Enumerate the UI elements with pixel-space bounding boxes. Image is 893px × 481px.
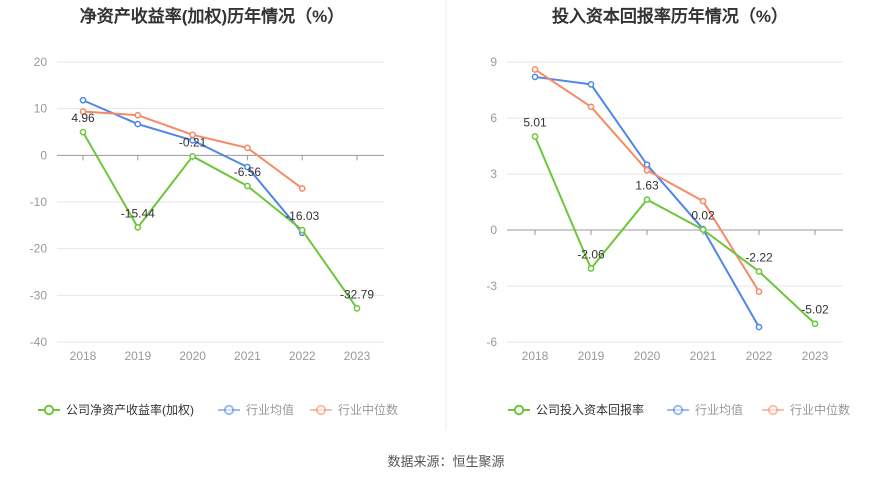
y-tick-label: 3 <box>490 167 497 181</box>
legend-item-industry-avg[interactable]: 行业均值 <box>667 402 743 417</box>
company-data-label: -5.02 <box>801 303 829 317</box>
legend-item-industry-median[interactable]: 行业中位数 <box>762 402 850 417</box>
industry-median-point <box>531 66 539 73</box>
industry-median-point <box>587 103 595 111</box>
y-tick-label: 9 <box>490 55 497 69</box>
industry-median-point <box>643 166 651 174</box>
x-tick-label: 2020 <box>179 349 206 363</box>
x-tick-label: 2018 <box>522 349 549 363</box>
x-tick-label: 2023 <box>802 349 829 363</box>
industry-avg-point <box>587 81 595 88</box>
company-point <box>699 226 707 233</box>
chart-title: 净资产收益率(加权)历年情况（%） <box>80 6 344 26</box>
y-tick-label: -10 <box>30 195 48 209</box>
company-data-label: 4.96 <box>71 111 95 125</box>
legend-swatch-marker <box>767 404 779 416</box>
x-tick-label: 2021 <box>690 349 717 363</box>
x-tick-label: 2022 <box>289 349 316 363</box>
company-line <box>82 131 358 309</box>
company-point <box>244 182 251 190</box>
industry-median-point <box>244 144 251 152</box>
company-point <box>643 196 651 203</box>
chart-title: 投入资本回报率历年情况（%） <box>552 6 788 26</box>
company-point <box>79 128 87 136</box>
x-tick-label: 2020 <box>634 349 661 363</box>
legend-label: 行业中位数 <box>338 402 398 417</box>
industry-avg-point <box>244 163 251 171</box>
legend-label: 行业均值 <box>695 402 743 417</box>
legend-item-company[interactable]: 公司净资产收益率(加权) <box>38 402 194 417</box>
source-note: 数据来源：恒生聚源 <box>387 454 504 469</box>
y-tick-label: 10 <box>34 102 48 116</box>
x-tick-label: 2019 <box>124 349 151 363</box>
legend-label: 行业均值 <box>246 402 294 417</box>
company-point <box>353 305 361 312</box>
legend-swatch-marker <box>672 404 684 416</box>
y-tick-label: 0 <box>490 223 497 237</box>
industry-median-point <box>79 108 87 115</box>
legend-label: 行业中位数 <box>790 402 850 417</box>
roic-chart: 投入资本回报率历年情况（%） 9 6 3 0 -3 -6 2018 2019 2020 2021 20… <box>486 6 850 417</box>
company-data-label: 5.01 <box>523 115 547 129</box>
company-data-label: -2.06 <box>577 247 605 261</box>
legend-swatch-marker <box>43 404 55 416</box>
industry-avg-point <box>531 73 539 81</box>
industry-median-line <box>82 110 303 190</box>
company-point <box>755 268 763 275</box>
company-point <box>189 152 196 160</box>
y-tick-label: 0 <box>40 148 47 162</box>
y-tick-label: -6 <box>486 335 497 349</box>
company-point <box>134 224 142 231</box>
x-tick-label: 2022 <box>746 349 773 363</box>
y-tick-label: -40 <box>30 335 48 349</box>
industry-median-point <box>134 111 142 119</box>
y-tick-label: 6 <box>490 111 497 125</box>
y-tick-label: -20 <box>30 242 48 256</box>
legend-swatch-marker <box>223 404 235 416</box>
y-tick-label: -30 <box>30 288 48 302</box>
industry-avg-point <box>643 161 651 169</box>
industry-median-point <box>699 197 707 205</box>
industry-median-point <box>755 288 763 295</box>
x-tick-label: 2018 <box>70 349 97 363</box>
industry-avg-line <box>82 99 303 234</box>
y-tick-label: -3 <box>486 279 497 293</box>
company-data-label: -15.44 <box>121 206 155 220</box>
company-data-label: -2.22 <box>745 250 773 264</box>
industry-avg-point <box>134 120 142 128</box>
company-line <box>534 136 816 325</box>
legend-label: 公司投入资本回报率 <box>536 402 644 417</box>
legend-swatch-marker <box>513 404 525 416</box>
company-data-label: 1.63 <box>635 179 659 193</box>
company-point <box>531 133 539 140</box>
company-data-label: -6.56 <box>234 165 262 179</box>
industry-median-point <box>298 185 306 192</box>
industry-median-point <box>189 131 196 139</box>
x-tick-label: 2021 <box>234 349 261 363</box>
company-data-label: -32.79 <box>340 287 374 301</box>
company-data-label: -0.21 <box>179 135 207 149</box>
y-tick-label: 20 <box>34 55 48 69</box>
roe-chart: 净资产收益率(加权)历年情况（%） 20 10 0 -10 -20 -30 -40 2018 20… <box>30 6 398 417</box>
legend-item-company[interactable]: 公司投入资本回报率 <box>508 402 644 417</box>
company-point <box>298 226 306 234</box>
legend-label: 公司净资产收益率(加权) <box>66 402 194 417</box>
company-data-label: -16.03 <box>285 209 319 223</box>
x-tick-label: 2019 <box>578 349 605 363</box>
industry-avg-point <box>79 96 87 104</box>
company-data-label: 0.02 <box>691 209 715 223</box>
industry-avg-point <box>755 323 763 331</box>
company-point <box>811 320 819 328</box>
legend-swatch-marker <box>315 404 327 416</box>
x-tick-label: 2023 <box>344 349 371 363</box>
legend-item-industry-avg[interactable]: 行业均值 <box>218 402 294 417</box>
company-point <box>587 265 595 272</box>
legend-item-industry-median[interactable]: 行业中位数 <box>310 402 398 417</box>
